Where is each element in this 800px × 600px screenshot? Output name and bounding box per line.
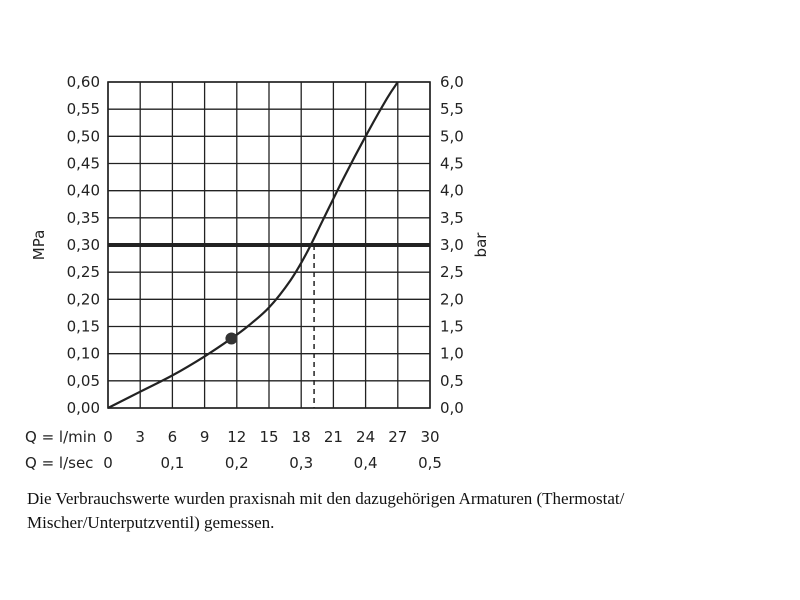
y-tick-label-right: 5,0 [440,127,464,145]
x-tick-label: 27 [388,428,407,446]
y-tick-label-left: 0,45 [67,155,100,173]
x-axis-row-label: Q = l/min [25,428,96,446]
tick-labels: 0,000,050,100,150,200,250,300,350,400,45… [25,73,464,472]
x-tick-label: 0,1 [160,454,184,472]
y-tick-label-right: 4,0 [440,182,464,200]
y-tick-label-right: 3,0 [440,236,464,254]
y-tick-label-right: 1,5 [440,318,464,336]
y-axis-title-left: MPa [30,230,48,261]
x-tick-label: 0 [103,454,113,472]
y-tick-label-left: 0,25 [67,263,100,281]
caption-text: Die Verbrauchswerte wurden praxisnah mit… [27,489,625,532]
y-tick-label-right: 1,0 [440,345,464,363]
x-tick-label: 12 [227,428,246,446]
y-tick-label-left: 0,40 [67,182,100,200]
x-tick-label: 0,3 [289,454,313,472]
y-tick-label-right: 2,5 [440,263,464,281]
curve-layer [107,81,430,409]
y-tick-label-left: 0,50 [67,127,100,145]
x-tick-label: 24 [356,428,375,446]
y-tick-label-left: 0,10 [67,345,100,363]
operating-point-marker [225,332,238,345]
x-tick-label: 0,2 [225,454,249,472]
y-tick-label-right: 5,5 [440,100,464,118]
flow-curve [107,81,399,409]
y-tick-label-right: 6,0 [440,73,464,91]
x-tick-label: 0 [103,428,113,446]
x-tick-label: 21 [324,428,343,446]
x-tick-label: 0,5 [418,454,442,472]
y-axis-title-right: bar [472,232,490,258]
y-tick-label-left: 0,60 [67,73,100,91]
y-tick-label-right: 4,5 [440,155,464,173]
y-tick-label-right: 2,0 [440,290,464,308]
x-tick-label: 15 [259,428,278,446]
x-axis-row-label: Q = l/sec [25,454,93,472]
y-tick-label-left: 0,00 [67,399,100,417]
x-tick-label: 3 [135,428,145,446]
x-tick-label: 9 [200,428,210,446]
x-tick-label: 6 [168,428,178,446]
x-tick-label: 0,4 [354,454,378,472]
y-tick-label-left: 0,05 [67,372,100,390]
y-tick-label-right: 3,5 [440,209,464,227]
x-tick-label: 18 [292,428,311,446]
y-tick-label-left: 0,20 [67,290,100,308]
y-tick-label-left: 0,55 [67,100,100,118]
x-tick-label: 30 [420,428,439,446]
y-tick-label-right: 0,5 [440,372,464,390]
y-tick-label-left: 0,30 [67,236,100,254]
y-tick-label-right: 0,0 [440,399,464,417]
y-tick-label-left: 0,15 [67,318,100,336]
y-tick-label-left: 0,35 [67,209,100,227]
